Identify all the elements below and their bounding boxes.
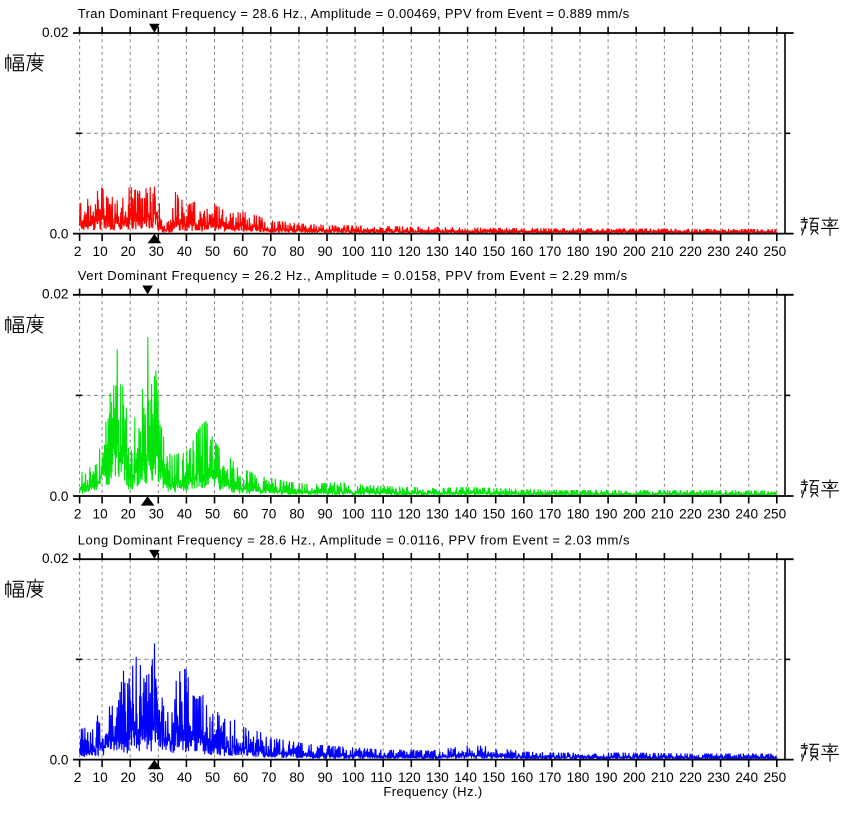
svg-text:Tran Dominant Frequency = 28.6: Tran Dominant Frequency = 28.6 Hz., Ampl…: [78, 6, 630, 21]
svg-text:Long Dominant Frequency = 28.6: Long Dominant Frequency = 28.6 Hz., Ampl…: [78, 532, 630, 547]
svg-text:Vert Dominant Frequency = 26.2: Vert Dominant Frequency = 26.2 Hz., Ampl…: [78, 268, 628, 283]
svg-text:190: 190: [595, 507, 618, 522]
svg-text:170: 170: [539, 507, 562, 522]
svg-text:30: 30: [149, 507, 165, 522]
svg-text:110: 110: [370, 507, 392, 522]
svg-text:40: 40: [177, 507, 193, 522]
svg-text:80: 80: [289, 507, 305, 522]
svg-text:210: 210: [651, 244, 674, 259]
svg-text:140: 140: [454, 770, 477, 785]
svg-text:130: 130: [426, 770, 449, 785]
svg-text:70: 70: [261, 507, 277, 522]
svg-text:240: 240: [735, 507, 758, 522]
svg-text:220: 220: [679, 244, 702, 259]
svg-text:180: 180: [567, 244, 590, 259]
svg-text:40: 40: [177, 770, 193, 785]
svg-text:0.0: 0.0: [50, 489, 69, 504]
svg-text:100: 100: [342, 244, 365, 259]
svg-text:2: 2: [74, 507, 82, 522]
svg-text:70: 70: [261, 770, 277, 785]
svg-text:30: 30: [149, 244, 165, 259]
svg-text:190: 190: [595, 770, 618, 785]
svg-text:10: 10: [93, 770, 109, 785]
svg-text:90: 90: [317, 244, 333, 259]
svg-text:50: 50: [205, 770, 221, 785]
svg-text:110: 110: [370, 244, 392, 259]
svg-text:20: 20: [121, 770, 137, 785]
svg-text:0.0: 0.0: [50, 752, 69, 767]
svg-text:230: 230: [707, 507, 730, 522]
svg-text:120: 120: [398, 770, 421, 785]
svg-text:220: 220: [679, 770, 702, 785]
svg-text:140: 140: [454, 244, 477, 259]
svg-text:130: 130: [426, 507, 449, 522]
svg-text:60: 60: [233, 770, 249, 785]
svg-text:120: 120: [398, 244, 421, 259]
svg-text:50: 50: [205, 507, 221, 522]
svg-text:110: 110: [370, 770, 392, 785]
svg-text:40: 40: [177, 244, 193, 259]
svg-text:0.02: 0.02: [42, 287, 68, 302]
svg-text:180: 180: [567, 507, 590, 522]
svg-text:2: 2: [74, 770, 82, 785]
svg-text:250: 250: [763, 507, 786, 522]
svg-text:0.02: 0.02: [42, 551, 68, 566]
svg-text:Frequency (Hz.): Frequency (Hz.): [383, 784, 482, 799]
svg-text:160: 160: [510, 770, 533, 785]
svg-text:160: 160: [510, 244, 533, 259]
svg-text:200: 200: [623, 244, 646, 259]
svg-text:250: 250: [763, 244, 786, 259]
svg-text:100: 100: [342, 507, 365, 522]
svg-text:200: 200: [623, 507, 646, 522]
svg-text:250: 250: [763, 770, 786, 785]
svg-text:200: 200: [623, 770, 646, 785]
svg-text:150: 150: [482, 770, 505, 785]
svg-text:90: 90: [317, 770, 333, 785]
svg-text:60: 60: [233, 507, 249, 522]
svg-text:220: 220: [679, 507, 702, 522]
svg-text:60: 60: [233, 244, 249, 259]
svg-text:150: 150: [482, 244, 505, 259]
svg-text:210: 210: [651, 770, 674, 785]
svg-text:50: 50: [205, 244, 221, 259]
svg-text:10: 10: [93, 244, 109, 259]
svg-text:0.0: 0.0: [50, 226, 69, 241]
svg-text:2: 2: [74, 244, 82, 259]
svg-text:10: 10: [93, 507, 109, 522]
svg-text:80: 80: [289, 770, 305, 785]
svg-text:190: 190: [595, 244, 618, 259]
svg-text:80: 80: [289, 244, 305, 259]
svg-text:140: 140: [454, 507, 477, 522]
svg-text:70: 70: [261, 244, 277, 259]
svg-text:20: 20: [121, 244, 137, 259]
svg-text:160: 160: [510, 507, 533, 522]
svg-text:240: 240: [735, 244, 758, 259]
svg-text:130: 130: [426, 244, 449, 259]
svg-text:90: 90: [317, 507, 333, 522]
svg-text:240: 240: [735, 770, 758, 785]
svg-text:230: 230: [707, 244, 730, 259]
svg-text:100: 100: [342, 770, 365, 785]
svg-text:30: 30: [149, 770, 165, 785]
svg-text:170: 170: [539, 244, 562, 259]
svg-text:20: 20: [121, 507, 137, 522]
svg-text:150: 150: [482, 507, 505, 522]
svg-text:120: 120: [398, 507, 421, 522]
svg-text:210: 210: [651, 507, 674, 522]
svg-text:180: 180: [567, 770, 590, 785]
svg-text:0.02: 0.02: [42, 25, 68, 40]
svg-text:230: 230: [707, 770, 730, 785]
svg-text:170: 170: [539, 770, 562, 785]
